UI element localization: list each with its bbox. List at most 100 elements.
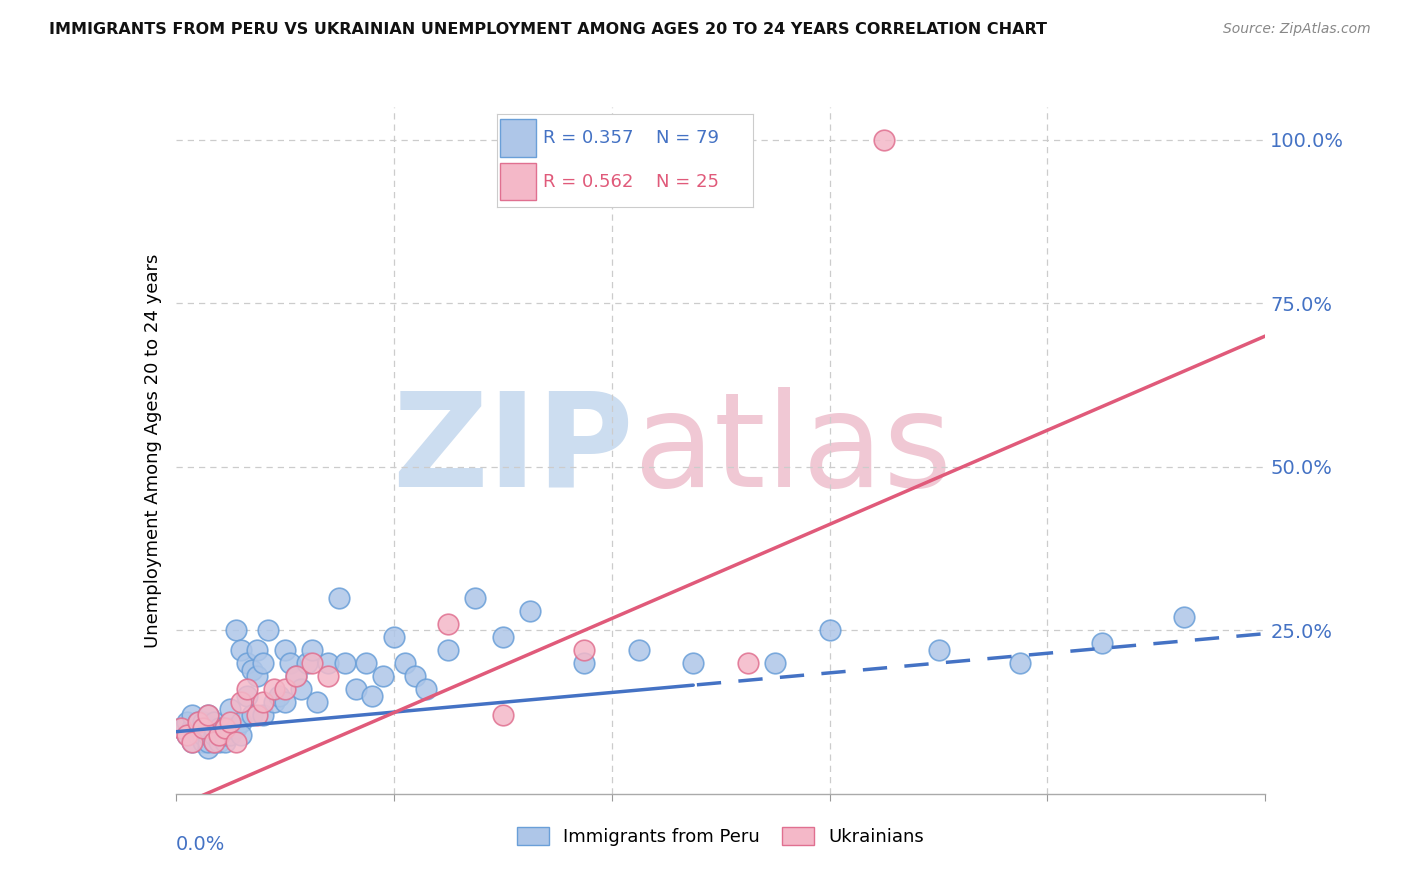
Point — [202, 734, 225, 748]
Point — [333, 656, 356, 670]
Y-axis label: Unemployment Among Ages 20 to 24 years: Unemployment Among Ages 20 to 24 years — [143, 253, 162, 648]
Point — [197, 741, 219, 756]
Point — [214, 734, 236, 748]
Point — [737, 656, 759, 670]
Point — [214, 728, 236, 742]
Point — [181, 734, 204, 748]
Point — [176, 728, 198, 742]
Point — [170, 722, 193, 736]
Point — [278, 656, 301, 670]
Point — [360, 689, 382, 703]
Point — [873, 133, 896, 147]
Point — [231, 643, 253, 657]
Point — [464, 591, 486, 605]
Point — [437, 616, 460, 631]
Point — [225, 734, 247, 748]
Point — [437, 643, 460, 657]
Point — [1010, 656, 1032, 670]
Text: ZIP: ZIP — [392, 387, 633, 514]
Point — [274, 643, 297, 657]
Point — [176, 714, 198, 729]
Point — [301, 656, 323, 670]
Text: Source: ZipAtlas.com: Source: ZipAtlas.com — [1223, 22, 1371, 37]
Point — [208, 728, 231, 742]
Point — [274, 682, 297, 697]
Point — [405, 669, 427, 683]
Point — [252, 708, 274, 723]
Point — [307, 695, 329, 709]
Point — [191, 722, 214, 736]
Point — [1173, 610, 1195, 624]
Point — [197, 708, 219, 723]
Point — [328, 591, 350, 605]
Point — [186, 714, 209, 729]
Point — [202, 714, 225, 729]
Point — [344, 682, 367, 697]
Point — [219, 714, 242, 729]
Point — [219, 702, 242, 716]
Point — [181, 708, 204, 723]
Point — [225, 624, 247, 638]
Point — [176, 728, 198, 742]
Point — [263, 682, 285, 697]
Point — [170, 722, 193, 736]
Point — [231, 695, 253, 709]
Point — [181, 734, 204, 748]
Point — [235, 682, 257, 697]
Point — [252, 695, 274, 709]
Point — [269, 689, 291, 703]
Legend: Immigrants from Peru, Ukrainians: Immigrants from Peru, Ukrainians — [509, 820, 932, 854]
Point — [415, 682, 437, 697]
Point — [197, 734, 219, 748]
Point — [284, 669, 307, 683]
Point — [240, 663, 263, 677]
Point — [240, 708, 263, 723]
Point — [301, 643, 323, 657]
Point — [231, 714, 253, 729]
Point — [290, 682, 312, 697]
Point — [202, 734, 225, 748]
Point — [252, 656, 274, 670]
Point — [318, 656, 340, 670]
Point — [181, 722, 204, 736]
Point — [208, 734, 231, 748]
Point — [208, 722, 231, 736]
Point — [382, 630, 405, 644]
Point — [246, 643, 269, 657]
Point — [574, 643, 596, 657]
Point — [246, 669, 269, 683]
Point — [574, 656, 596, 670]
Point — [318, 669, 340, 683]
Point — [219, 728, 242, 742]
Point — [763, 656, 786, 670]
Point — [818, 624, 841, 638]
Point — [214, 722, 236, 736]
Point — [202, 722, 225, 736]
Point — [682, 656, 704, 670]
Point — [186, 728, 209, 742]
Point — [214, 722, 236, 736]
Point — [191, 722, 214, 736]
Point — [263, 695, 285, 709]
Point — [371, 669, 394, 683]
Point — [519, 604, 541, 618]
Point — [208, 728, 231, 742]
Point — [246, 708, 269, 723]
Text: atlas: atlas — [633, 387, 952, 514]
Point — [492, 630, 515, 644]
Point — [231, 728, 253, 742]
Point — [191, 728, 214, 742]
Point — [295, 656, 318, 670]
Point — [197, 708, 219, 723]
Point — [627, 643, 650, 657]
Point — [186, 714, 209, 729]
Point — [219, 722, 242, 736]
Point — [202, 728, 225, 742]
Point — [197, 728, 219, 742]
Point — [225, 722, 247, 736]
Point — [356, 656, 378, 670]
Text: IMMIGRANTS FROM PERU VS UKRAINIAN UNEMPLOYMENT AMONG AGES 20 TO 24 YEARS CORRELA: IMMIGRANTS FROM PERU VS UKRAINIAN UNEMPL… — [49, 22, 1047, 37]
Point — [191, 734, 214, 748]
Point — [928, 643, 950, 657]
Point — [191, 714, 214, 729]
